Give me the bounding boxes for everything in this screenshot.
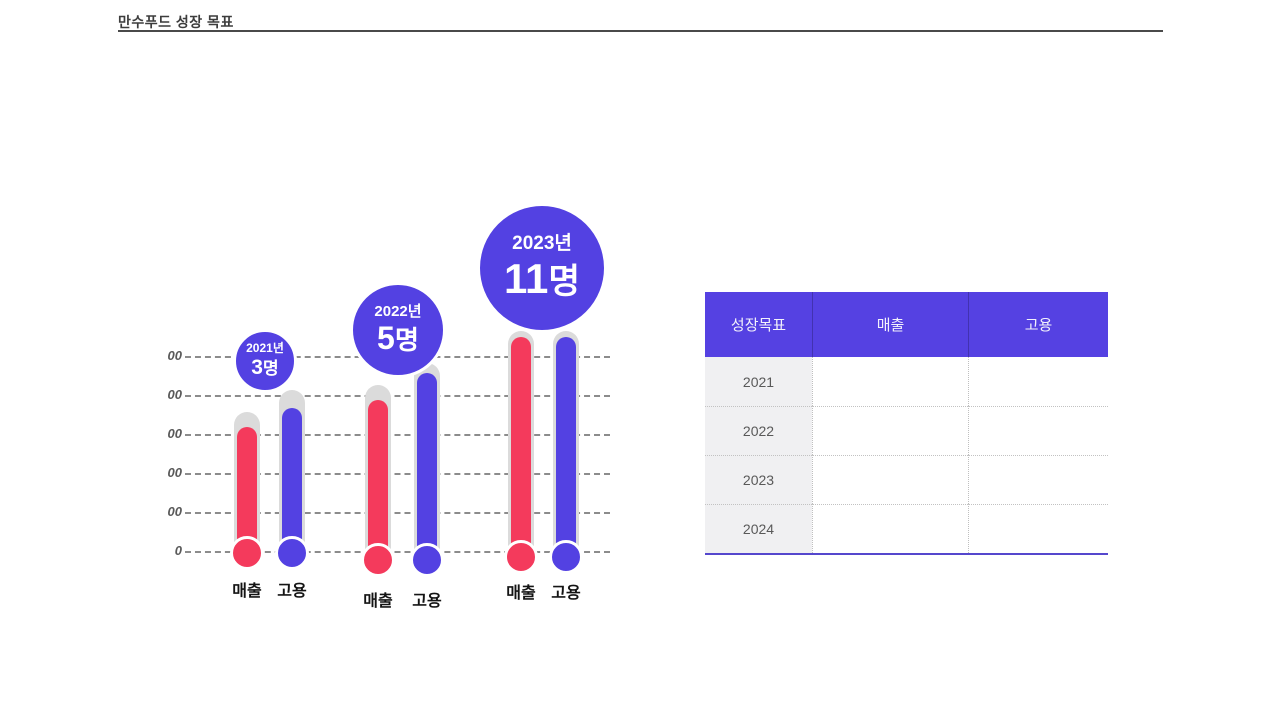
- bar-label-revenue: 매출: [232, 583, 262, 600]
- bar-label-employment: 고용: [551, 585, 581, 602]
- table-cell-empty: [968, 406, 1108, 455]
- table-header-revenue: 매출: [812, 292, 968, 357]
- badge-year-label: 2023년: [512, 232, 572, 254]
- table-cell-empty: [812, 504, 968, 553]
- badge-count-label: 3명: [251, 355, 279, 379]
- table-cell-empty: [968, 455, 1108, 504]
- year-badge-2021: 2021년 3명: [233, 329, 297, 393]
- y-axis-tick: 0: [174, 543, 182, 558]
- bar-label-revenue: 매출: [506, 585, 536, 602]
- employment-bulb-2021: [275, 536, 309, 570]
- growth-goal-table: 성장목표 매출 고용 2021 2022 2023 2024: [705, 292, 1108, 555]
- page-title: 만수푸드 성장 목표: [118, 14, 234, 30]
- table-cell-empty: [968, 504, 1108, 553]
- table-row: 2024: [705, 504, 1108, 553]
- table-header-goal: 성장목표: [730, 317, 787, 334]
- y-axis-tick: 00: [167, 504, 182, 519]
- badge-year-label: 2022년: [374, 302, 422, 320]
- table-year-cell: 2021: [705, 357, 812, 406]
- table-row: 2021: [705, 357, 1108, 406]
- y-axis-tick: 00: [167, 465, 182, 480]
- gridline: [185, 473, 610, 475]
- y-axis-tick: 00: [167, 348, 182, 363]
- revenue-bulb-2022: [361, 543, 395, 577]
- bar-label-revenue: 매출: [363, 593, 393, 610]
- revenue-bulb-2023: [504, 540, 538, 574]
- revenue-bulb-2021: [230, 536, 264, 570]
- gridline: [185, 512, 610, 514]
- badge-count-label: 11명: [503, 254, 581, 302]
- revenue-bar-2022: [368, 400, 388, 560]
- bar-label-employment: 고용: [277, 583, 307, 600]
- table-cell-empty: [812, 357, 968, 406]
- title-underline: [118, 30, 1163, 32]
- employment-bulb-2022: [410, 543, 444, 577]
- table-cell-empty: [812, 406, 968, 455]
- employment-bulb-2023: [549, 540, 583, 574]
- gridline: [185, 395, 610, 397]
- badge-count-label: 5명: [377, 320, 419, 357]
- gridline: [185, 434, 610, 436]
- employment-bar-2023: [556, 337, 576, 557]
- table-year-cell: 2023: [705, 455, 812, 504]
- badge-year-label: 2021년: [246, 341, 284, 356]
- table-row: 2023: [705, 455, 1108, 504]
- table-header-row: 성장목표 매출 고용: [705, 292, 1108, 357]
- y-axis-tick: 00: [167, 387, 182, 402]
- employment-bar-2022: [417, 373, 437, 560]
- y-axis-tick: 00: [167, 426, 182, 441]
- table-header-employment: 고용: [968, 292, 1108, 357]
- revenue-bar-2021: [237, 427, 257, 553]
- table-row: 2022: [705, 406, 1108, 455]
- employment-bar-2021: [282, 408, 302, 553]
- gridline: [185, 551, 610, 553]
- bar-label-employment: 고용: [412, 593, 442, 610]
- year-badge-2022: 2022년 5명: [350, 282, 446, 378]
- table-year-cell: 2022: [705, 406, 812, 455]
- table-cell-empty: [812, 455, 968, 504]
- revenue-bar-2023: [511, 337, 531, 557]
- table-cell-empty: [968, 357, 1108, 406]
- year-badge-2023: 2023년 11명: [477, 203, 607, 333]
- table-year-cell: 2024: [705, 504, 812, 553]
